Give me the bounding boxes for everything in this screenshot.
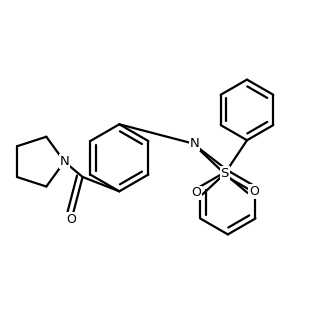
Text: O: O	[249, 185, 259, 198]
Text: O: O	[67, 213, 76, 226]
Text: N: N	[190, 137, 199, 150]
Text: O: O	[192, 186, 201, 199]
Text: N: N	[59, 155, 69, 168]
Text: S: S	[220, 167, 229, 180]
